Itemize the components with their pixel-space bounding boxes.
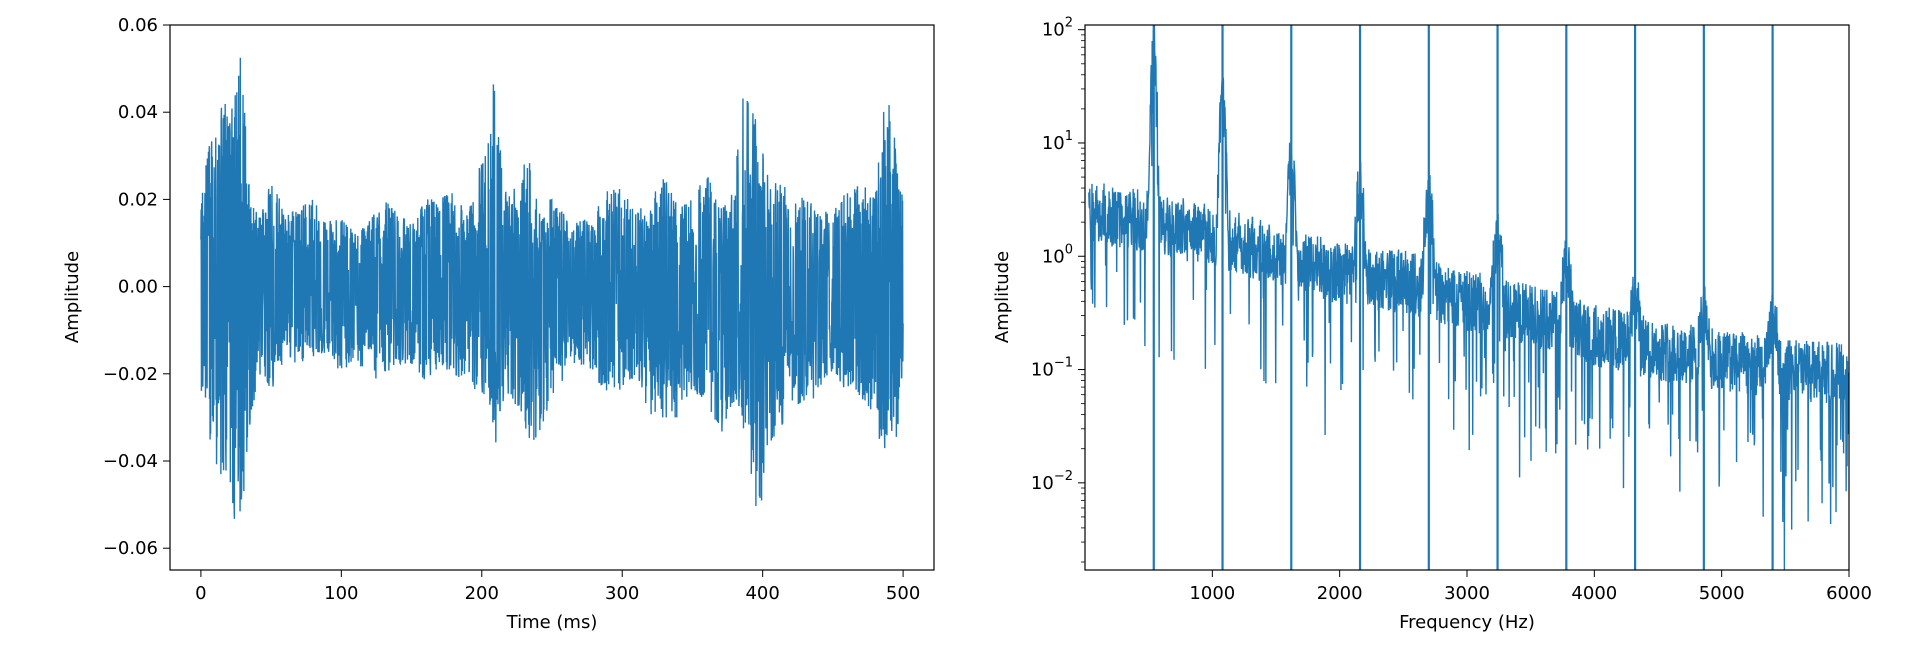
x-tick-label: 0 <box>195 583 206 604</box>
y-tick-label: 10−1 <box>1031 356 1073 381</box>
y-tick-label: 10−2 <box>1031 469 1073 494</box>
y-tick-exponent: −1 <box>1054 356 1073 371</box>
time-x-ticks: 0 100 200 300 400 500 <box>195 570 920 604</box>
time-plot-area <box>200 57 904 519</box>
time-signal-series <box>200 57 904 519</box>
frequency-plot-area <box>1088 25 1849 570</box>
x-tick-label: 1000 <box>1189 583 1235 604</box>
x-tick-label: 3000 <box>1444 583 1490 604</box>
x-tick-label: 6000 <box>1826 583 1872 604</box>
x-tick-label: 300 <box>605 583 639 604</box>
x-tick-label: 500 <box>886 583 920 604</box>
x-tick-label: 2000 <box>1317 583 1363 604</box>
time-domain-chart: 0 100 200 300 400 500 −0.06 −0.04 −0.02 0.00 0.02… <box>62 15 935 633</box>
y-tick-label: 101 <box>1042 129 1073 154</box>
y-tick-exponent: −2 <box>1054 469 1073 484</box>
frequency-x-axis-label: Frequency (Hz) <box>1399 612 1535 633</box>
x-tick-label: 5000 <box>1699 583 1745 604</box>
frequency-domain-chart: 1000 2000 3000 4000 5000 6000 10−210−11001011… <box>992 16 1872 633</box>
y-tick-label: 0.02 <box>118 189 158 210</box>
y-tick-label: 0.04 <box>118 102 158 123</box>
y-tick-exponent: 0 <box>1065 242 1073 257</box>
y-tick-label: −0.06 <box>103 538 158 559</box>
x-tick-label: 400 <box>745 583 779 604</box>
time-y-axis-label: Amplitude <box>62 251 83 343</box>
y-tick-label: −0.04 <box>103 451 158 472</box>
y-tick-exponent: 2 <box>1065 16 1073 31</box>
x-tick-label: 200 <box>465 583 499 604</box>
y-tick-label: 102 <box>1042 16 1073 41</box>
time-y-ticks: −0.06 −0.04 −0.02 0.00 0.02 0.04 0.06 <box>103 15 170 559</box>
y-tick-label: 100 <box>1042 242 1073 267</box>
frequency-y-axis-label: Amplitude <box>992 251 1013 343</box>
x-tick-label: 4000 <box>1571 583 1617 604</box>
spectrum-series <box>1088 25 1849 570</box>
frequency-x-ticks: 1000 2000 3000 4000 5000 6000 <box>1189 570 1872 604</box>
time-x-axis-label: Time (ms) <box>506 612 598 633</box>
x-tick-label: 100 <box>324 583 358 604</box>
y-tick-exponent: 1 <box>1065 129 1073 144</box>
y-tick-label: 0.00 <box>118 277 158 298</box>
y-tick-label: 0.06 <box>118 15 158 36</box>
time-axes-frame <box>169 24 935 571</box>
y-tick-label: −0.02 <box>103 364 158 385</box>
